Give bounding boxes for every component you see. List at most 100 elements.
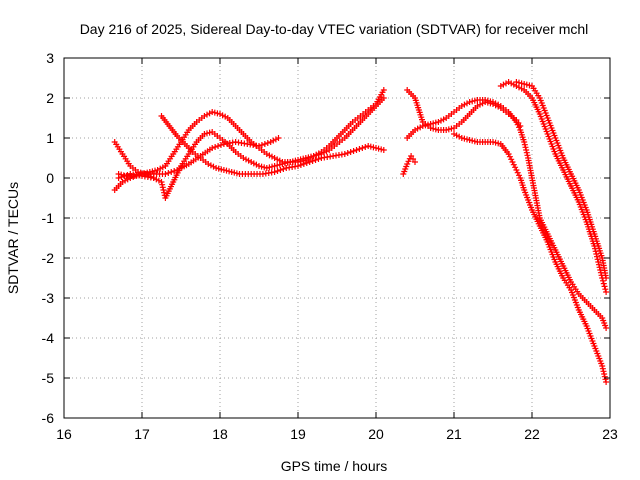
y-tick-label: -3: [42, 290, 55, 306]
data-point: [513, 167, 520, 173]
track-marker: [217, 142, 224, 148]
track-marker: [518, 80, 525, 87]
data-point: [603, 289, 610, 295]
track-marker: [601, 283, 608, 290]
track-marker: [168, 169, 175, 175]
track-marker: [600, 280, 607, 287]
track-marker: [356, 146, 363, 152]
track-marker: [347, 149, 354, 155]
data-point: [209, 145, 216, 151]
data-point: [380, 147, 387, 153]
track-marker: [516, 124, 522, 131]
track-marker: [599, 365, 606, 372]
track-marker: [136, 172, 143, 178]
track-marker: [596, 264, 603, 271]
grid-lines: [64, 58, 610, 418]
data-point: [509, 159, 516, 165]
data-point: [603, 275, 610, 281]
track-marker: [130, 174, 137, 180]
y-tick-label: -2: [42, 250, 55, 266]
track-marker: [594, 253, 600, 260]
track-marker: [514, 121, 521, 128]
track-marker: [521, 141, 528, 148]
track-marker: [510, 81, 517, 88]
track-marker: [362, 144, 369, 150]
series-3: [115, 113, 387, 181]
y-axis-title: SDTVAR / TECUs: [5, 182, 21, 294]
track-marker: [303, 160, 310, 166]
data-point: [158, 179, 165, 185]
data-point: [115, 175, 122, 181]
track-marker: [594, 256, 601, 263]
track-marker: [523, 149, 530, 156]
y-tick-label: 0: [46, 170, 54, 186]
chart-title: Day 216 of 2025, Sidereal Day-to-day VTE…: [80, 21, 589, 37]
track-marker: [602, 286, 609, 293]
series-1: [111, 95, 387, 201]
track-marker: [160, 187, 167, 193]
series-4: [111, 135, 282, 193]
track-marker: [522, 144, 529, 151]
track-marker: [280, 166, 287, 172]
track-marker: [312, 157, 319, 163]
track-marker: [599, 277, 606, 284]
data-point: [306, 159, 313, 165]
track-marker: [344, 150, 351, 156]
track-marker: [602, 376, 609, 383]
data-point: [513, 119, 520, 125]
track-marker: [309, 158, 316, 164]
track-marker: [277, 167, 284, 173]
y-tick-label: -1: [42, 210, 55, 226]
x-tick-label: 19: [290, 426, 306, 442]
data-point: [595, 259, 602, 265]
x-tick-label: 18: [212, 426, 228, 442]
data-point: [404, 161, 411, 167]
data-point: [256, 143, 262, 149]
track-marker: [593, 251, 600, 257]
data-point: [412, 159, 418, 165]
track-marker: [300, 161, 307, 167]
series-5: [400, 87, 524, 177]
data-point: [295, 163, 301, 169]
track-marker: [161, 189, 168, 196]
track-marker: [601, 371, 608, 377]
track-marker: [159, 184, 166, 191]
track-marker: [524, 152, 531, 159]
track-marker: [508, 156, 515, 163]
x-axis-title: GPS time / hours: [281, 458, 388, 474]
x-tick-label: 21: [446, 426, 462, 442]
track-marker: [165, 170, 172, 176]
track-marker: [261, 141, 268, 147]
track-marker: [159, 181, 166, 188]
track-marker: [600, 368, 607, 375]
track-marker: [516, 172, 522, 179]
track-marker: [264, 140, 271, 146]
data-point: [127, 175, 134, 181]
x-tick-label: 17: [134, 426, 150, 442]
track-marker: [512, 164, 519, 171]
y-tick-label: 3: [46, 50, 54, 66]
track-marker: [133, 173, 140, 179]
track-marker: [601, 373, 608, 380]
plot-frame: [63, 57, 611, 419]
data-point: [353, 147, 360, 153]
data-point: [521, 139, 528, 145]
track-marker: [212, 144, 219, 150]
x-tick-label: 22: [524, 426, 540, 442]
data-point: [603, 379, 610, 385]
x-tick-label: 16: [56, 426, 72, 442]
track-marker: [274, 168, 281, 174]
data-point: [275, 135, 282, 141]
track-marker: [171, 168, 178, 174]
track-marker: [258, 142, 265, 148]
x-tick-label: 20: [368, 426, 384, 442]
series-7: [451, 131, 610, 385]
data-point: [603, 325, 610, 331]
track-marker: [506, 153, 513, 160]
y-tick-label: -4: [42, 330, 55, 346]
y-axis-ticks: -6 -5 -4 -3 -2 -1 0 1 2 3: [42, 50, 610, 426]
track-marker: [215, 143, 222, 149]
track-marker: [595, 261, 602, 268]
data-point: [271, 169, 278, 175]
